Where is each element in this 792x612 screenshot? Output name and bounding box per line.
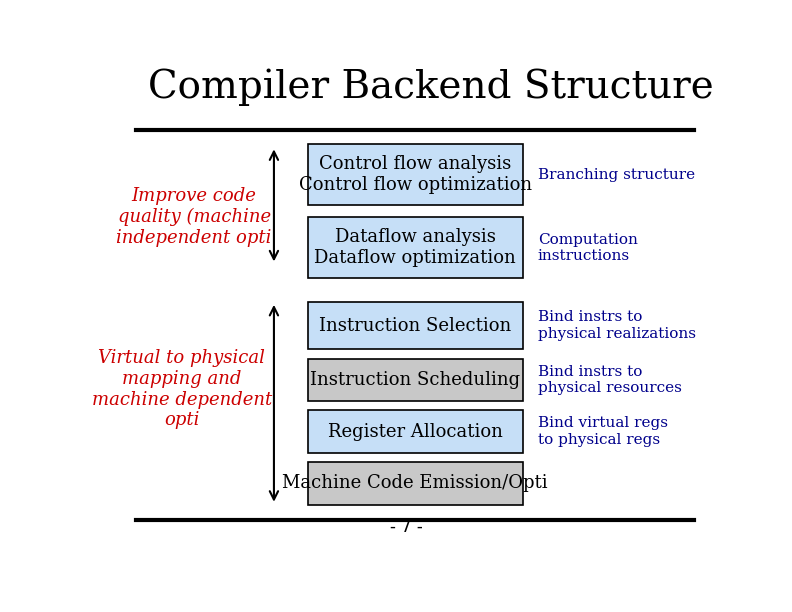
Text: Bind instrs to
physical realizations: Bind instrs to physical realizations xyxy=(538,310,696,341)
Text: Control flow analysis
Control flow optimization: Control flow analysis Control flow optim… xyxy=(299,155,531,194)
FancyBboxPatch shape xyxy=(308,411,523,453)
Text: Bind virtual regs
to physical regs: Bind virtual regs to physical regs xyxy=(538,417,668,447)
FancyBboxPatch shape xyxy=(308,302,523,349)
Text: Improve code
quality (machine
independent opti: Improve code quality (machine independen… xyxy=(116,187,272,247)
Text: Instruction Selection: Instruction Selection xyxy=(319,316,511,335)
Text: Instruction Scheduling: Instruction Scheduling xyxy=(310,371,520,389)
Text: Computation
instructions: Computation instructions xyxy=(538,233,638,263)
FancyBboxPatch shape xyxy=(308,359,523,401)
FancyBboxPatch shape xyxy=(308,217,523,278)
Text: Bind instrs to
physical resources: Bind instrs to physical resources xyxy=(538,365,682,395)
Text: Branching structure: Branching structure xyxy=(538,168,695,182)
Text: - 7 -: - 7 - xyxy=(390,518,422,536)
FancyBboxPatch shape xyxy=(308,462,523,505)
Text: Compiler Backend Structure: Compiler Backend Structure xyxy=(148,69,714,106)
Text: Dataflow analysis
Dataflow optimization: Dataflow analysis Dataflow optimization xyxy=(314,228,516,267)
Text: Register Allocation: Register Allocation xyxy=(328,422,503,441)
Text: Virtual to physical
mapping and
machine dependent
opti: Virtual to physical mapping and machine … xyxy=(92,349,272,430)
Text: Machine Code Emission/Opti: Machine Code Emission/Opti xyxy=(282,474,548,493)
FancyBboxPatch shape xyxy=(308,144,523,206)
